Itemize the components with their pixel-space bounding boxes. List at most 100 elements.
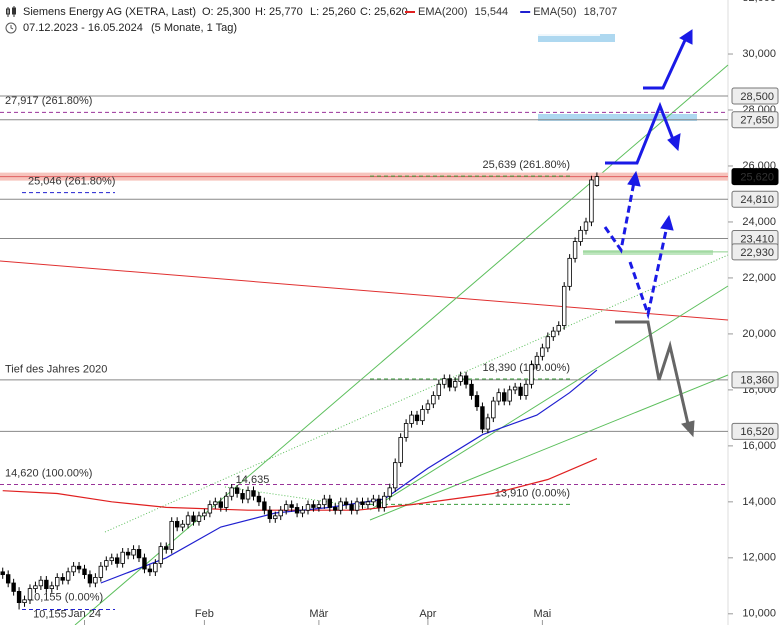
arrow-head	[660, 214, 674, 231]
candle-body	[142, 557, 147, 570]
clock-icon	[5, 22, 17, 34]
header-bg	[0, 0, 600, 36]
arrow	[603, 181, 636, 254]
candle-body	[93, 577, 98, 584]
candle-body	[294, 507, 300, 514]
candle-body	[174, 521, 180, 528]
candle-body	[49, 585, 54, 590]
candle-body	[360, 501, 365, 506]
fib-blue-label: 25,046 (261.80%)	[28, 176, 115, 188]
candle-body	[491, 400, 496, 419]
candle-body	[420, 409, 425, 422]
candle-body	[343, 501, 349, 506]
candle-body	[409, 414, 414, 424]
zone	[538, 34, 615, 42]
date-range: 07.12.2023 - 16.05.2024	[23, 22, 143, 34]
candle-body	[502, 392, 507, 402]
candle-body	[365, 501, 371, 506]
candle-body	[512, 386, 518, 391]
level-box	[731, 422, 779, 440]
candle-body	[589, 179, 594, 223]
level-box	[731, 371, 779, 389]
candle-body	[507, 389, 512, 402]
candle-body	[147, 568, 153, 573]
candle-body	[262, 501, 267, 511]
candle-body	[594, 176, 600, 186]
candle-body	[551, 330, 556, 338]
candle-body	[283, 504, 289, 511]
arrow-head	[679, 29, 693, 45]
candle-body	[338, 501, 343, 511]
y-tick-label: 20,000	[742, 328, 776, 340]
fib-green-label: 25,639 (261.80%)	[483, 159, 570, 171]
candle-body	[158, 546, 164, 564]
candle-body	[425, 403, 431, 410]
candle-body	[5, 574, 11, 584]
y-tick-label: 30,000	[742, 48, 776, 60]
scenario-arrows	[603, 29, 695, 438]
candle-body	[431, 395, 436, 405]
arrow-head	[681, 420, 695, 438]
candle-body	[65, 571, 71, 581]
candle-body	[300, 509, 305, 514]
candle-body	[561, 285, 567, 326]
y-tick-label: 10,000	[742, 608, 776, 620]
candle-body	[403, 423, 409, 438]
candle-body	[76, 565, 82, 570]
candle-body	[534, 355, 540, 366]
candle-body	[104, 560, 109, 567]
candle-body	[474, 395, 480, 408]
y-tick-label: 16,000	[742, 440, 776, 452]
fib-purple-label: 14,620 (100.00%)	[5, 467, 92, 479]
ohlc-label: O: 25,300	[202, 6, 250, 18]
candle-body	[229, 487, 234, 497]
fib-green-label: 18,390 (100.00%)	[483, 362, 570, 374]
candle-body	[0, 571, 5, 576]
candle-body	[191, 515, 196, 522]
candle-body	[452, 381, 458, 388]
trendlines	[0, 64, 729, 625]
candle-body	[224, 495, 229, 508]
candle-body	[55, 577, 60, 587]
arrow	[628, 225, 669, 320]
candle-body	[311, 504, 316, 508]
fib-blue-label: 10,155 (0.00%)	[28, 591, 103, 603]
period: (5 Monate, 1 Tag)	[151, 22, 237, 34]
zone	[538, 114, 697, 121]
level-box	[731, 87, 779, 105]
candle-body	[458, 375, 463, 382]
ohlc-label: C: 25,620	[360, 6, 408, 18]
candle-body	[414, 414, 420, 422]
candle-icon	[6, 6, 16, 17]
candle-body	[447, 378, 452, 388]
candle-body	[540, 347, 545, 357]
candle-body	[87, 574, 93, 584]
trendline	[369, 374, 729, 521]
arrow	[615, 320, 690, 425]
candle-body	[164, 546, 169, 550]
candle-body	[202, 512, 207, 517]
candle-body	[463, 375, 469, 385]
legend-value: 18,707	[584, 6, 618, 18]
candle-body	[273, 515, 278, 520]
candle-body	[436, 383, 442, 396]
y-tick-label: 22,000	[742, 272, 776, 284]
candle-body	[354, 501, 360, 511]
candle-body	[11, 582, 16, 592]
candle-body	[485, 417, 491, 430]
candle-body	[27, 588, 33, 601]
ema-line	[100, 369, 598, 584]
candle-body	[180, 523, 185, 528]
candle-body	[98, 565, 104, 578]
candle-body	[278, 509, 283, 517]
y-tick-label: 32,000	[742, 0, 776, 4]
candle-body	[114, 557, 120, 564]
x-tick-label: Mai	[534, 608, 552, 620]
candle-body	[131, 549, 136, 556]
trendline	[74, 64, 729, 625]
candle-body	[529, 364, 534, 385]
fib-green-label: 13,910 (0.00%)	[495, 487, 570, 499]
candle-body	[523, 383, 529, 396]
